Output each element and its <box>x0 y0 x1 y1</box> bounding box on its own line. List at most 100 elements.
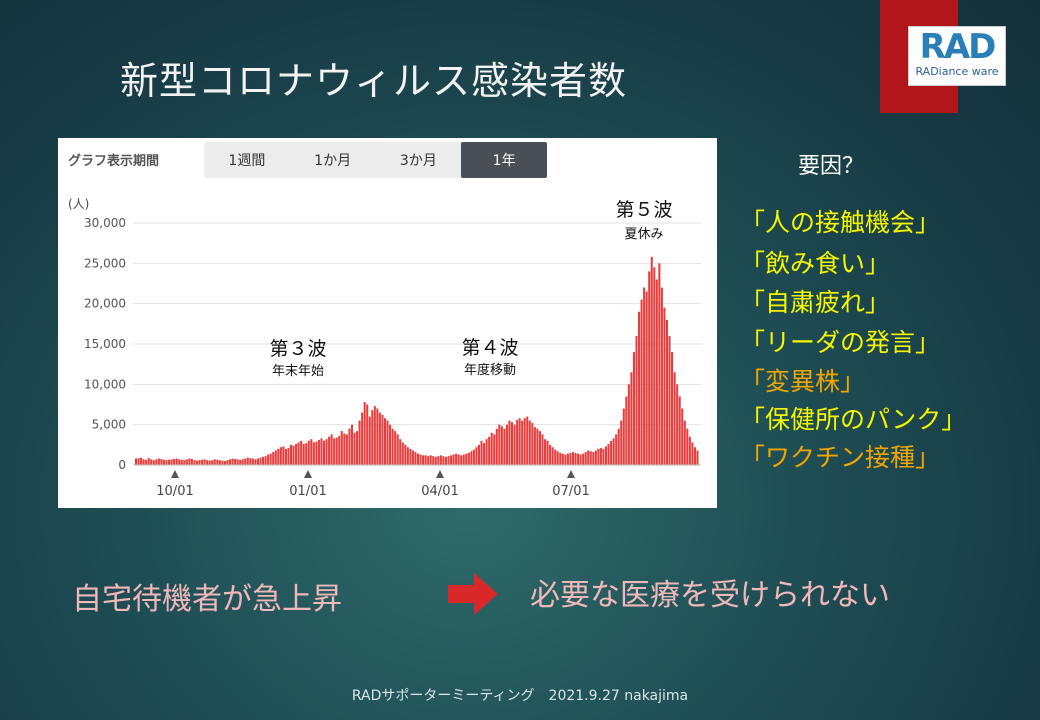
chart-bar <box>411 450 414 465</box>
chart-bar <box>442 456 445 465</box>
chart-bar <box>142 459 145 465</box>
chart-bar <box>513 424 516 465</box>
chart-bar <box>274 450 277 465</box>
chart-bar <box>269 453 272 465</box>
wave-annotation-sub: 年末年始 <box>272 364 324 379</box>
chart-bar <box>343 433 346 465</box>
tab-1-month[interactable]: 1か月 <box>314 153 352 169</box>
chart-bar <box>381 414 384 465</box>
factor-item: 「リーダの発言」 <box>740 328 941 357</box>
chart-bar <box>465 453 468 465</box>
infection-chart: 30,000 25,000 20,000 15,000 10,000 5,000 0 10/0… <box>84 199 701 499</box>
chart-bar <box>422 455 425 465</box>
chart-bar <box>544 439 547 465</box>
chart-bar <box>625 396 628 465</box>
chart-bar <box>264 456 267 465</box>
chart-bar <box>185 459 188 465</box>
chart-bar <box>157 458 160 465</box>
chart-bar <box>693 447 696 465</box>
chart-bar <box>160 458 163 465</box>
chart-bar <box>203 459 206 465</box>
chart-bar <box>208 460 211 465</box>
chart-bar <box>658 263 661 465</box>
chart-bar <box>579 454 582 465</box>
y-tick-label: 20,000 <box>84 297 126 311</box>
chart-bar <box>206 460 209 465</box>
chart-bar <box>170 459 173 465</box>
chart-bar <box>549 444 552 465</box>
wave-annotation-title: 第４波 <box>461 337 518 359</box>
x-tick-marker <box>304 470 312 478</box>
chart-bar <box>587 450 590 465</box>
chart-bar <box>320 438 323 465</box>
chart-bar <box>607 444 610 465</box>
chart-bar <box>363 402 366 465</box>
chart-bar <box>175 458 178 465</box>
chart-bar <box>277 448 280 465</box>
chart-bar <box>541 434 544 465</box>
chart-bar <box>305 443 308 465</box>
chart-bar <box>554 449 557 465</box>
slide-title: 新型コロナウィルス感染者数 <box>120 59 628 103</box>
chart-bar <box>168 459 171 465</box>
chart-bar <box>653 267 656 465</box>
chart-bar <box>389 424 392 465</box>
chart-bar <box>676 384 679 465</box>
chart-bar <box>244 458 247 465</box>
chart-bar <box>681 408 684 465</box>
graph-period-label: グラフ表示期間 <box>68 154 160 169</box>
chart-bar <box>417 453 420 465</box>
chart-bar <box>495 428 498 465</box>
chart-bar <box>366 404 369 465</box>
chart-bar <box>602 448 605 465</box>
tab-3-months[interactable]: 3か月 <box>399 153 437 169</box>
chart-bar <box>638 311 641 465</box>
chart-bar <box>663 307 666 465</box>
tab-1-year[interactable]: 1年 <box>461 142 547 178</box>
chart-bar <box>213 459 216 465</box>
chart-panel: グラフ表示期間 1週間 1か月 3か月 1年 (人) 30,000 25,000 2… <box>58 138 717 508</box>
chart-bar <box>282 446 285 465</box>
chart-bar <box>188 458 191 465</box>
chart-bar <box>317 439 320 465</box>
chart-bar <box>424 455 427 465</box>
y-tick-label: 0 <box>118 458 126 472</box>
chart-bar <box>569 452 572 465</box>
factor-item: 「保健所のパンク」 <box>740 405 967 434</box>
chart-bar <box>340 431 343 465</box>
chart-bar <box>284 448 287 465</box>
chart-bar <box>267 454 270 465</box>
chart-bar <box>432 456 435 465</box>
chart-bar <box>401 442 404 465</box>
y-tick-label: 30,000 <box>84 216 126 230</box>
chart-bar <box>345 434 348 465</box>
chart-bar <box>406 447 409 465</box>
chart-bar <box>650 256 653 465</box>
chart-bar <box>254 459 257 465</box>
factors-title: 要因？ <box>798 154 865 179</box>
chart-bar <box>521 420 524 465</box>
chart-bar <box>480 440 483 465</box>
no-medical-care-text: 必要な医療を受けられない <box>530 578 890 613</box>
chart-bar <box>564 454 567 465</box>
chart-bar <box>307 440 310 465</box>
chart-bar <box>300 440 303 465</box>
chart-bar <box>599 448 602 465</box>
y-tick-label: 15,000 <box>84 337 126 351</box>
factor-item: 「ワクチン接種」 <box>740 443 941 472</box>
chart-bar <box>683 420 686 465</box>
chart-bar <box>429 455 432 465</box>
y-tick-label: 10,000 <box>84 377 126 391</box>
chart-bar <box>262 456 265 465</box>
chart-bar <box>297 442 300 465</box>
tab-1-week[interactable]: 1週間 <box>228 153 266 169</box>
chart-bar <box>566 453 569 465</box>
chart-bar <box>460 455 463 465</box>
chart-bar <box>135 458 138 465</box>
chart-bar <box>627 384 630 465</box>
chart-bar <box>434 456 437 465</box>
chart-bar <box>236 459 239 465</box>
chart-bar <box>447 456 450 465</box>
chart-bar <box>655 279 658 465</box>
chart-bar <box>312 442 315 465</box>
